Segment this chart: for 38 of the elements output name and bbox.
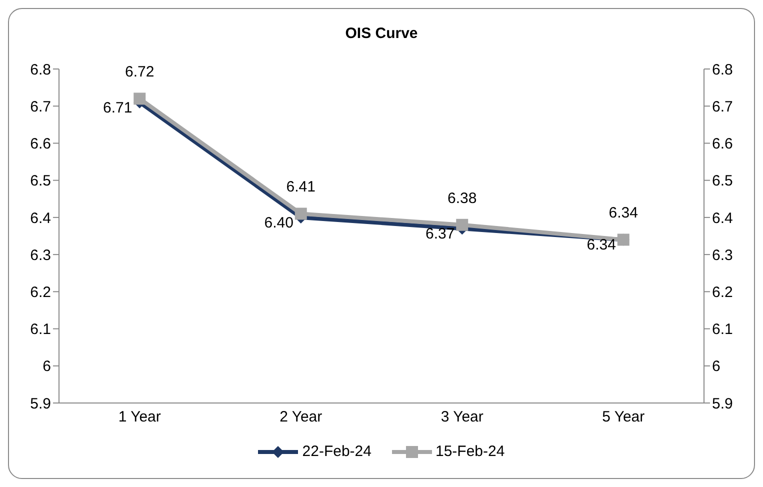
y2-tick-label: 6 <box>712 358 720 376</box>
y-tick-label: 6 <box>42 358 51 376</box>
y2-tick-label: 6.6 <box>712 136 733 153</box>
data-label: 6.37 <box>426 226 455 243</box>
data-label: 6.41 <box>286 178 316 196</box>
legend-label: 15-Feb-24 <box>434 443 505 460</box>
y-tick-label: 6.5 <box>30 172 51 190</box>
chart-title: OIS Curve <box>344 25 419 42</box>
x-tick-label: 2 Year <box>280 408 322 426</box>
x-tick-label: 1 Year <box>118 408 161 426</box>
data-label: 6.40 <box>264 214 294 232</box>
y2-tick-label: 6.1 <box>712 321 733 338</box>
y-tick-label: 6.7 <box>30 98 51 116</box>
y2-tick-label: 6.5 <box>712 172 733 190</box>
y-tick-label: 6.6 <box>30 136 51 153</box>
y2-tick-label: 5.9 <box>712 395 733 412</box>
data-label: 6.34 <box>586 236 616 254</box>
data-label: 6.72 <box>125 64 154 81</box>
legend-label: 22-Feb-24 <box>301 443 372 460</box>
y2-tick-label: 6.4 <box>712 210 733 227</box>
y2-tick-label: 6.8 <box>712 61 733 78</box>
data-label: 6.71 <box>103 99 132 116</box>
y2-tick-label: 6.3 <box>712 246 733 264</box>
point <box>456 218 468 231</box>
y2-tick-label: 6.7 <box>712 98 733 116</box>
point <box>134 92 146 105</box>
data-label: 6.34 <box>608 204 638 222</box>
y2-tick-label: 6.2 <box>712 284 733 301</box>
y-tick-label: 6.8 <box>30 61 51 78</box>
y-tick-label: 6.2 <box>30 284 51 301</box>
y-tick-label: 5.9 <box>30 395 51 412</box>
y-tick-label: 6.3 <box>30 246 51 264</box>
data-label: 6.38 <box>448 190 477 207</box>
y-tick-label: 6.1 <box>30 321 51 338</box>
x-tick-label: 3 Year <box>440 408 484 426</box>
y-tick-label: 6.4 <box>30 210 51 227</box>
point <box>294 208 307 220</box>
x-tick-label: 5 Year <box>602 408 645 426</box>
